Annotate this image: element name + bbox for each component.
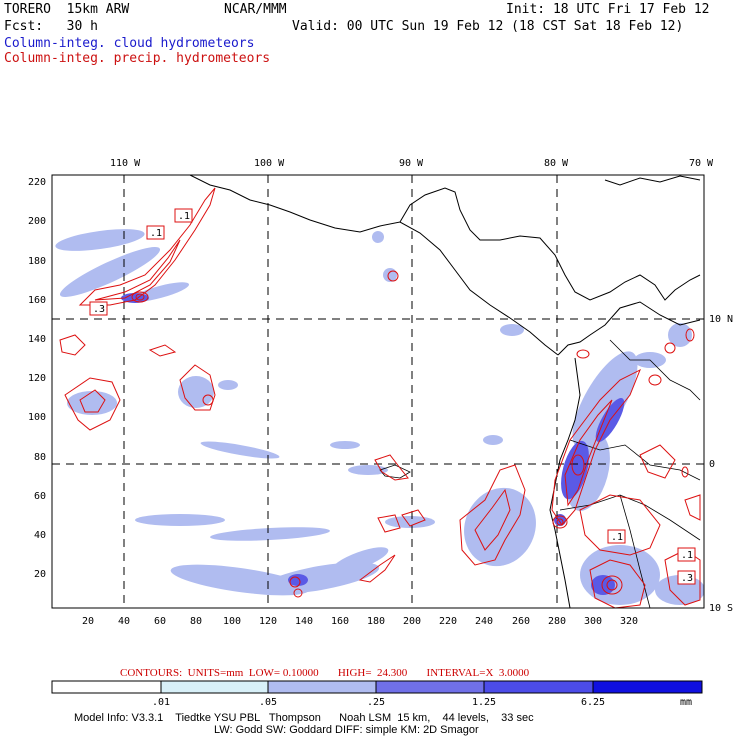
legend-cloud: Column-integ. cloud hydrometeors	[4, 36, 255, 51]
y-tick-label: 200	[28, 216, 46, 227]
x-tick-label: 100	[223, 616, 241, 627]
colorbar-label: .05	[259, 697, 277, 708]
colorbar	[51, 680, 703, 694]
model-info-line2: LW: Godd SW: Goddard DIFF: simple KM: 2D…	[214, 724, 479, 736]
x-tick-label: 240	[475, 616, 493, 627]
x-tick-label: 260	[512, 616, 530, 627]
lon-label: 80 W	[544, 158, 569, 169]
svg-text:.1: .1	[681, 550, 693, 561]
valid-time: Valid: 00 UTC Sun 19 Feb 12 (18 CST Sat …	[292, 19, 684, 34]
colorbar-label: .25	[367, 697, 385, 708]
precip-contours	[59, 187, 701, 608]
x-tick-label: 40	[118, 616, 130, 627]
x-tick-label: 220	[439, 616, 457, 627]
lat-lon-grid	[52, 175, 704, 608]
x-tick-label: 180	[367, 616, 385, 627]
y-tick-label: 80	[34, 452, 46, 463]
map-frame	[51, 174, 705, 609]
x-tick-label: 160	[331, 616, 349, 627]
lon-label: 70 W	[689, 158, 714, 169]
y-tick-label: 140	[28, 334, 46, 345]
y-tick-label: 220	[28, 177, 46, 188]
colorbar-label: 1.25	[472, 697, 496, 708]
lat-label: 10 N	[709, 314, 733, 325]
lon-label: 100 W	[254, 158, 285, 169]
svg-text:.3: .3	[681, 573, 693, 584]
cloud-shading	[55, 229, 704, 605]
y-tick-label: 120	[28, 373, 46, 384]
legend-precip: Column-integ. precip. hydrometeors	[4, 51, 271, 66]
lon-label: 90 W	[399, 158, 424, 169]
model-info-line1: Model Info: V3.3.1 Tiedtke YSU PBL Thomp…	[74, 712, 534, 724]
lon-label: 110 W	[110, 158, 141, 169]
x-tick-label: 320	[620, 616, 638, 627]
x-tick-label: 80	[190, 616, 202, 627]
model-title: TORERO 15km ARW	[4, 2, 130, 17]
x-tick-label: 60	[154, 616, 166, 627]
forecast-hour: Fcst: 30 h	[4, 19, 98, 34]
contours-info: CONTOURS: UNITS=mm LOW= 0.10000 HIGH= 24…	[120, 667, 530, 679]
x-tick-label: 300	[584, 616, 602, 627]
contour-labels: .1 .1 .3 .1 .1 .3	[89, 208, 696, 585]
svg-text:.1: .1	[150, 228, 162, 239]
x-tick-label: 200	[403, 616, 421, 627]
svg-text:.1: .1	[178, 211, 190, 222]
x-tick-label: 120	[259, 616, 277, 627]
colorbar-label: 6.25	[581, 697, 605, 708]
init-time: Init: 18 UTC Fri 17 Feb 12	[506, 2, 710, 17]
colorbar-label: .01	[152, 697, 170, 708]
svg-text:.1: .1	[611, 532, 623, 543]
borders	[379, 339, 701, 608]
x-tick-label: 140	[295, 616, 313, 627]
lat-label: 0	[709, 459, 715, 470]
lat-label: 10 S	[709, 603, 733, 614]
colorbar-unit: mm	[680, 697, 692, 708]
x-tick-label: 20	[82, 616, 94, 627]
organization: NCAR/MMM	[224, 2, 287, 17]
svg-text:.3: .3	[93, 304, 105, 315]
cloud-shading-dense	[121, 293, 625, 595]
y-tick-label: 100	[28, 412, 46, 423]
y-tick-label: 180	[28, 256, 46, 267]
y-tick-label: 40	[34, 530, 46, 541]
y-tick-label: 60	[34, 491, 46, 502]
y-tick-label: 20	[34, 569, 46, 580]
y-tick-label: 160	[28, 295, 46, 306]
x-tick-label: 280	[548, 616, 566, 627]
